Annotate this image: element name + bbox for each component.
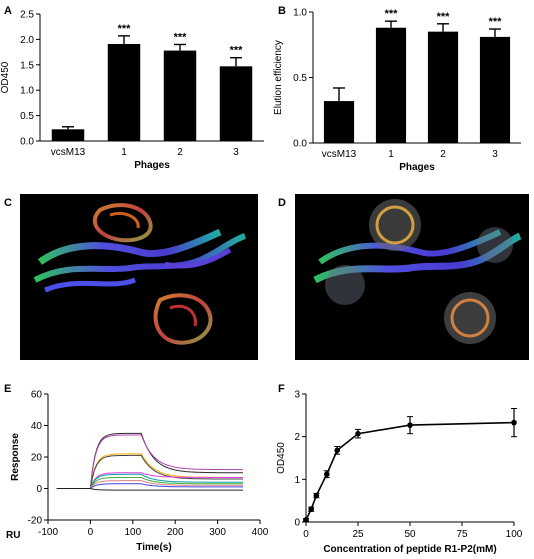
y-tick-label: 0.0 bbox=[20, 137, 34, 148]
y-tick-label: 2.5 bbox=[20, 10, 34, 21]
sensorgram-curve-10 bbox=[56, 488, 243, 491]
x-tick-label: 3 bbox=[492, 149, 498, 160]
bar-3 bbox=[479, 36, 511, 143]
bar-vcsM13 bbox=[323, 101, 355, 143]
x-tick-label: 400 bbox=[252, 527, 269, 538]
x-tick-label: 0 bbox=[303, 529, 309, 540]
y-tick-label: 0 bbox=[294, 518, 300, 529]
x-tick-label: 1 bbox=[388, 149, 394, 160]
panel-letter-c: C bbox=[4, 197, 12, 209]
y-tick-label: 3 bbox=[294, 390, 300, 401]
x-axis-label: Phages bbox=[399, 162, 435, 173]
significance-label: *** bbox=[174, 31, 188, 43]
panel-letter-f: F bbox=[278, 383, 285, 395]
panel-letter-b: B bbox=[278, 5, 286, 17]
chart-f-dose-response: 0 1 2 3 0 25 50 75 100 Concentration of peptide R… bbox=[276, 390, 523, 556]
data-point bbox=[324, 471, 330, 478]
x-tick-label: vcsM13 bbox=[322, 149, 357, 160]
x-tick-label: 100 bbox=[124, 527, 141, 538]
y-tick-label: 20 bbox=[31, 453, 43, 464]
structure-image-c bbox=[20, 194, 258, 360]
x-tick-label: 1 bbox=[121, 147, 127, 158]
y-tick-label: 1.0 bbox=[293, 8, 307, 19]
chart-a-od450-bar: 0.0 0.5 1.0 1.5 2.0 2.5 vcsM13 *** 1 *** 2 *** 3 Phag… bbox=[0, 10, 264, 171]
x-tick-label: 100 bbox=[506, 529, 523, 540]
x-tick-label: -100 bbox=[38, 527, 58, 538]
x-tick-label: 2 bbox=[177, 147, 183, 158]
y-tick-label: 2.0 bbox=[20, 35, 34, 46]
bar-2 bbox=[163, 50, 197, 141]
y-units-label: RU bbox=[6, 530, 20, 541]
x-axis-label: Time(s) bbox=[136, 542, 171, 553]
x-axis-label: Phages bbox=[134, 160, 170, 171]
chart-e-sensorgram: -20 0 20 40 60 -100 0 100 200 300 400 Time(s) Respon… bbox=[6, 390, 269, 554]
sensorgram-curve-9 bbox=[56, 483, 243, 489]
bar-2 bbox=[427, 31, 459, 143]
y-tick-label: 2 bbox=[294, 432, 300, 443]
x-tick-label: 200 bbox=[167, 527, 184, 538]
x-tick-label: vcsM13 bbox=[51, 147, 86, 158]
y-tick-label: 0 bbox=[36, 484, 42, 495]
y-tick-label: 1.0 bbox=[20, 86, 34, 97]
structure-image-d bbox=[295, 194, 529, 360]
data-point bbox=[511, 419, 517, 426]
bar-1 bbox=[107, 43, 141, 141]
y-tick-label: -20 bbox=[28, 516, 43, 527]
y-tick-label: 0.0 bbox=[293, 139, 307, 150]
panel-letter-a: A bbox=[4, 5, 12, 17]
x-tick-label: 50 bbox=[404, 529, 416, 540]
sensorgram-curve-6 bbox=[56, 473, 243, 489]
panel-letter-e: E bbox=[4, 383, 11, 395]
x-tick-label: 300 bbox=[209, 527, 226, 538]
data-point bbox=[334, 447, 341, 454]
bar-1 bbox=[375, 27, 407, 143]
data-point bbox=[313, 492, 320, 499]
x-tick-label: 2 bbox=[440, 149, 446, 160]
bar-vcsM13 bbox=[51, 129, 85, 141]
y-tick-label: 1 bbox=[294, 475, 300, 486]
significance-label: *** bbox=[437, 11, 451, 23]
x-tick-label: 0 bbox=[88, 527, 94, 538]
y-axis-label: Response bbox=[10, 433, 21, 481]
x-tick-label: 25 bbox=[352, 529, 364, 540]
data-point bbox=[407, 422, 413, 428]
y-axis-label: Elution efficiency bbox=[273, 40, 284, 115]
panel-letter-d: D bbox=[278, 197, 286, 209]
data-point bbox=[355, 430, 361, 437]
significance-label: *** bbox=[118, 23, 132, 35]
y-tick-label: 0.5 bbox=[293, 73, 307, 84]
y-tick-label: 0.5 bbox=[20, 111, 34, 122]
y-axis-label: OD450 bbox=[0, 61, 11, 93]
x-axis-label: Concentration of peptide R1-P2(mM) bbox=[323, 544, 496, 555]
y-tick-label: 60 bbox=[31, 390, 43, 401]
chart-b-elution-bar: 0.0 0.5 1.0 vcsM13 *** 1 *** 2 *** 3 Phages Elution… bbox=[273, 8, 521, 173]
x-tick-label: 3 bbox=[233, 147, 239, 158]
data-point bbox=[303, 517, 309, 523]
data-point bbox=[308, 506, 315, 512]
y-axis-label: OD450 bbox=[276, 442, 287, 474]
significance-label: *** bbox=[230, 45, 244, 57]
significance-label: *** bbox=[385, 8, 399, 20]
significance-label: *** bbox=[489, 16, 503, 28]
x-tick-label: 75 bbox=[456, 529, 468, 540]
y-tick-label: 40 bbox=[31, 421, 43, 432]
y-tick-label: 1.5 bbox=[20, 60, 34, 71]
dose-response-line bbox=[305, 421, 515, 521]
bar-3 bbox=[219, 66, 253, 141]
